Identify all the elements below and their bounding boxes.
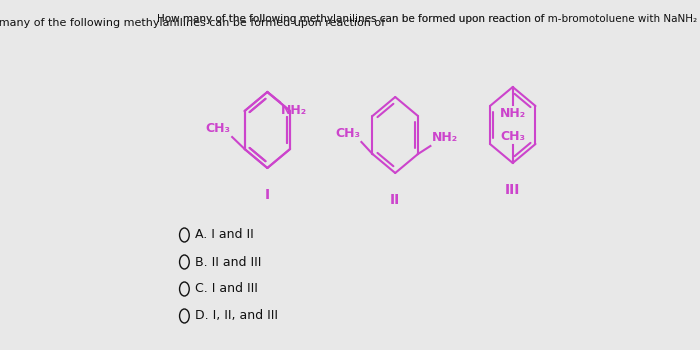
Text: NH₂: NH₂ [432, 131, 458, 144]
Text: CH₃: CH₃ [206, 122, 231, 135]
Text: How many of the following methylanilines can be formed upon reaction of: How many of the following methylanilines… [0, 18, 389, 28]
Text: II: II [390, 193, 400, 207]
Text: I: I [265, 188, 270, 202]
Text: B. II and III: B. II and III [195, 256, 261, 268]
Text: How many of the following methylanilines can be formed upon reaction of: How many of the following methylanilines… [157, 14, 547, 24]
Text: CH₃: CH₃ [335, 127, 360, 140]
Text: III: III [505, 183, 520, 197]
Text: D. I, II, and III: D. I, II, and III [195, 309, 278, 322]
Text: CH₃: CH₃ [500, 130, 525, 143]
Text: C. I and III: C. I and III [195, 282, 258, 295]
Text: How many of the following methylanilines can be formed upon reaction of m-bromot: How many of the following methylanilines… [157, 14, 700, 24]
Text: A. I and II: A. I and II [195, 229, 253, 241]
Text: NH₂: NH₂ [281, 104, 307, 117]
Text: How many of the following methylanilines can be formed upon reaction of: How many of the following methylanilines… [157, 14, 547, 24]
Text: NH₂: NH₂ [500, 107, 526, 120]
